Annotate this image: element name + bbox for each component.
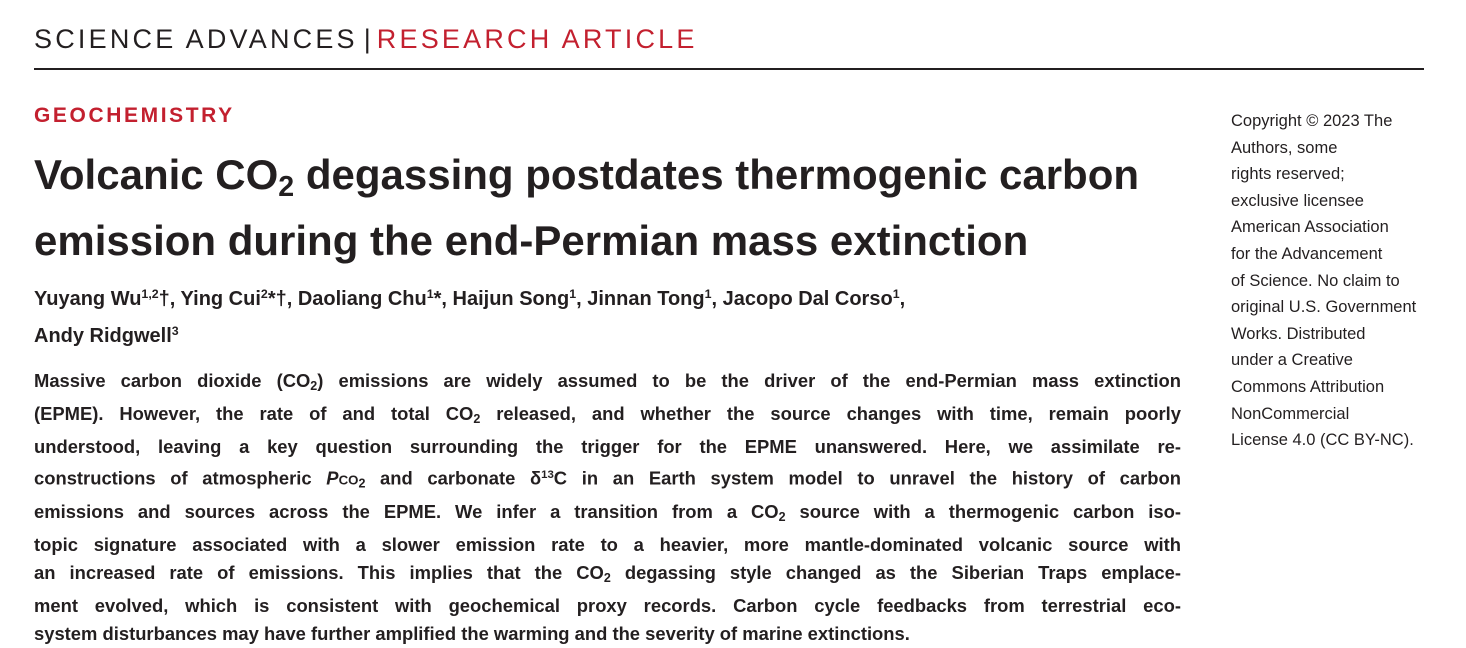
text-run: 2 (603, 570, 611, 585)
text-run: topic signature associated with a slower… (34, 533, 1181, 555)
copyright-notice: Copyright © 2023 The Authors, some rights … (1231, 108, 1416, 454)
text-run: , Ying Cui (169, 287, 261, 310)
text-line: Andy Ridgwell3 (34, 315, 905, 352)
header-rule (34, 68, 1424, 70)
text-run: 1 (569, 287, 577, 301)
text-run: 2 (473, 412, 481, 427)
copyright-line: Works. Distributed (1231, 324, 1366, 343)
text-run: * (433, 287, 442, 310)
copyright-line: under a Creative (1231, 351, 1353, 370)
separator: | (363, 24, 371, 54)
text-run: 2 (260, 287, 268, 301)
text-run: ment evolved, which is consistent with g… (34, 594, 1181, 616)
copyright-line: exclusive licensee (1231, 191, 1364, 210)
copyright-line: American Association (1231, 218, 1389, 237)
text-run: an increased rate of emissions. This imp… (34, 561, 604, 583)
text-run: degassing style changed as the Siberian … (610, 561, 1181, 583)
text-line: emissions and sources across the EPME. W… (34, 498, 1181, 531)
text-run: 1 (704, 287, 712, 301)
text-line: system disturbances may have further amp… (34, 620, 1181, 648)
text-run: 1 (426, 287, 434, 301)
text-run: Volcanic CO (34, 151, 279, 198)
copyright-line: rights reserved; (1231, 165, 1345, 184)
text-run: 1,2 (141, 287, 159, 301)
text-run: Yuyang Wu (34, 287, 142, 310)
copyright-line: License 4.0 (CC BY-NC). (1231, 431, 1414, 450)
text-run: CO (338, 472, 359, 488)
text-run: *† (267, 287, 287, 310)
text-line: constructions of atmospheric PCO2 and ca… (34, 461, 1181, 497)
text-run: degassing postdates thermogenic carbon (294, 151, 1140, 198)
text-run: , (899, 287, 906, 310)
text-run: 2 (358, 476, 366, 491)
text-line: emission during the end-Permian mass ext… (34, 214, 1139, 267)
text-line: an increased rate of emissions. This imp… (34, 559, 1181, 592)
subject-category: GEOCHEMISTRY (34, 104, 235, 127)
text-run: 3 (171, 323, 179, 338)
text-run: Andy Ridgwell (34, 324, 172, 347)
text-run: and carbonate δ (365, 467, 542, 489)
text-line: Yuyang Wu1,2†, Ying Cui2*†, Daoliang Chu… (34, 278, 905, 315)
article-type: RESEARCH ARTICLE (376, 24, 698, 54)
text-run: 2 (278, 171, 295, 204)
text-run: constructions of atmospheric (34, 467, 327, 489)
text-line: ment evolved, which is consistent with g… (34, 592, 1181, 620)
text-run: (EPME). However, the rate of and total C… (34, 403, 474, 425)
copyright-line: Commons Attribution (1231, 377, 1385, 396)
text-run: emission during the end-Permian mass ext… (34, 217, 1029, 265)
copyright-line: Authors, some (1231, 138, 1338, 157)
text-run: emissions and sources across the EPME. W… (34, 500, 779, 522)
text-run: , Jacopo Dal Corso (711, 287, 893, 310)
text-run: Massive carbon dioxide (CO (34, 370, 311, 391)
text-run: , Daoliang Chu (286, 287, 427, 310)
copyright-line: for the Advancement (1231, 244, 1383, 263)
text-run: P (326, 467, 339, 489)
text-line: understood, leaving a key question surro… (34, 433, 1181, 461)
copyright-line: NonCommercial (1231, 404, 1350, 423)
text-line: Volcanic CO2 degassing postdates thermog… (34, 148, 1139, 214)
journal-header: SCIENCE ADVANCES | RESEARCH ARTICLE (34, 24, 698, 55)
text-run: released, and whether the source changes… (480, 403, 1181, 425)
copyright-line: of Science. No claim to (1231, 271, 1400, 290)
text-run: 2 (310, 379, 318, 394)
copyright-line: original U.S. Government (1231, 298, 1417, 317)
text-run: , Haijun Song (441, 287, 570, 310)
text-line: topic signature associated with a slower… (34, 531, 1181, 559)
text-run: system disturbances may have further amp… (34, 622, 910, 644)
author-list: Yuyang Wu1,2†, Ying Cui2*†, Daoliang Chu… (34, 278, 905, 352)
text-run: 13 (541, 469, 554, 482)
text-run: C in an Earth system model to unravel th… (553, 467, 1182, 489)
text-run: understood, leaving a key question surro… (34, 436, 1181, 458)
article-title: Volcanic CO2 degassing postdates thermog… (34, 148, 1139, 267)
text-run: ) emissions are widely assumed to be the… (317, 370, 1181, 391)
text-run: , Jinnan Tong (576, 287, 705, 310)
abstract: Massive carbon dioxide (CO2) emissions a… (34, 367, 1181, 648)
text-line: (EPME). However, the rate of and total C… (34, 400, 1181, 433)
text-run: 1 (892, 287, 900, 301)
copyright-line: Copyright © 2023 The (1231, 112, 1393, 130)
text-run: 2 (778, 509, 786, 524)
text-run: † (158, 287, 170, 310)
text-run: source with a thermogenic carbon iso- (785, 500, 1181, 522)
page: {"header": {"journal": "SCIENCE ADVANCES… (34, 24, 1424, 644)
text-line: Massive carbon dioxide (CO2) emissions a… (34, 367, 1181, 400)
journal-name: SCIENCE ADVANCES (34, 24, 358, 54)
